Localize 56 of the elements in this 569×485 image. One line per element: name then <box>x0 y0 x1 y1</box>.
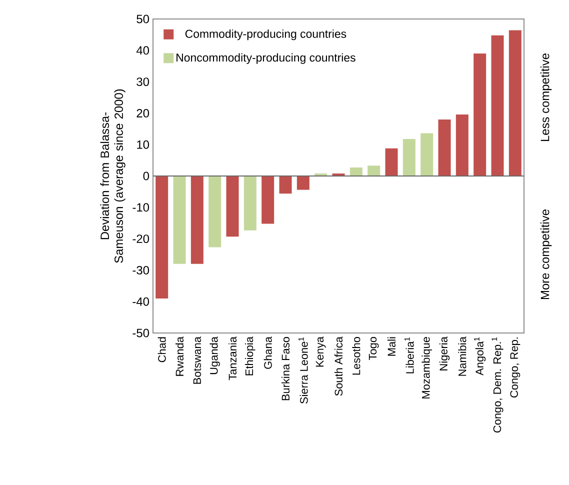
x-tick-label: Congo, Rep. <box>510 338 520 398</box>
y-tick-label: 20 <box>136 108 150 118</box>
y-tick-label: 50 <box>136 14 150 24</box>
bar <box>156 176 168 298</box>
x-tick-label: Lesotho <box>352 336 360 375</box>
bar <box>190 176 204 264</box>
bar <box>508 30 522 176</box>
bar <box>456 114 468 176</box>
bar <box>368 166 380 176</box>
bar <box>385 148 398 176</box>
bar <box>438 119 451 176</box>
y-tick-label: -30 <box>132 266 150 274</box>
bar <box>226 176 239 237</box>
text: More competitive <box>540 210 552 300</box>
bar <box>279 176 292 194</box>
y-tick-label: 40 <box>136 46 150 55</box>
x-tick-label: Angola$^{1}$ <box>474 337 486 376</box>
x-tick-label: Rwanda <box>175 336 184 376</box>
y-tick-label: 10 <box>137 140 150 149</box>
x-tick-label: Uganda <box>210 336 220 374</box>
bar <box>208 176 222 248</box>
bar <box>244 176 256 230</box>
bar <box>402 138 416 176</box>
x-tick-label: Tanzania <box>228 336 237 380</box>
bar <box>491 35 504 176</box>
y-tick-label: -10 <box>132 203 150 212</box>
y-tick-label: -40 <box>132 297 150 306</box>
bar <box>296 176 310 190</box>
x-tick-label: Kenya <box>316 336 326 367</box>
x-tick-label: Liberia$^{1}$ <box>404 337 414 374</box>
y-tick-label: 30 <box>136 78 150 86</box>
legend-label: Commodity-producing countries <box>185 29 346 40</box>
bar <box>474 54 486 176</box>
x-tick-label: Mali <box>387 337 396 356</box>
bar <box>420 133 434 176</box>
bar <box>262 176 274 224</box>
x-tick-label: Chad <box>158 337 166 362</box>
x-tick-label: Togo <box>368 336 379 360</box>
x-tick-label: Ethiopia <box>245 336 256 376</box>
y-tick-label: -50 <box>132 328 150 338</box>
x-tick-label: Nigeria <box>439 336 450 370</box>
x-tick-label: Ghana <box>264 336 272 369</box>
bar <box>173 176 186 264</box>
y-tick-label: -20 <box>132 234 150 244</box>
x-tick-label: Botswana <box>193 336 201 384</box>
y-tick-label: 0 <box>143 172 150 180</box>
y-axis-title: Deviation from Balassa-Sameuson (average since 2000) <box>100 89 126 263</box>
text: Less competitive <box>540 54 552 142</box>
legend-label: Noncommodity-producing countries <box>176 53 356 64</box>
x-tick-label: Namibia <box>458 336 466 376</box>
x-tick-label: Sierra Leone$^{1}$ <box>298 337 308 404</box>
bar <box>350 168 362 176</box>
x-tick-label: Congo, Dem. Rep.$^{1}$ <box>492 337 504 432</box>
x-tick-label: Mozambique <box>422 337 432 398</box>
x-tick-label: South Africa <box>334 336 343 396</box>
x-tick-label: Burkina Faso <box>281 337 290 400</box>
